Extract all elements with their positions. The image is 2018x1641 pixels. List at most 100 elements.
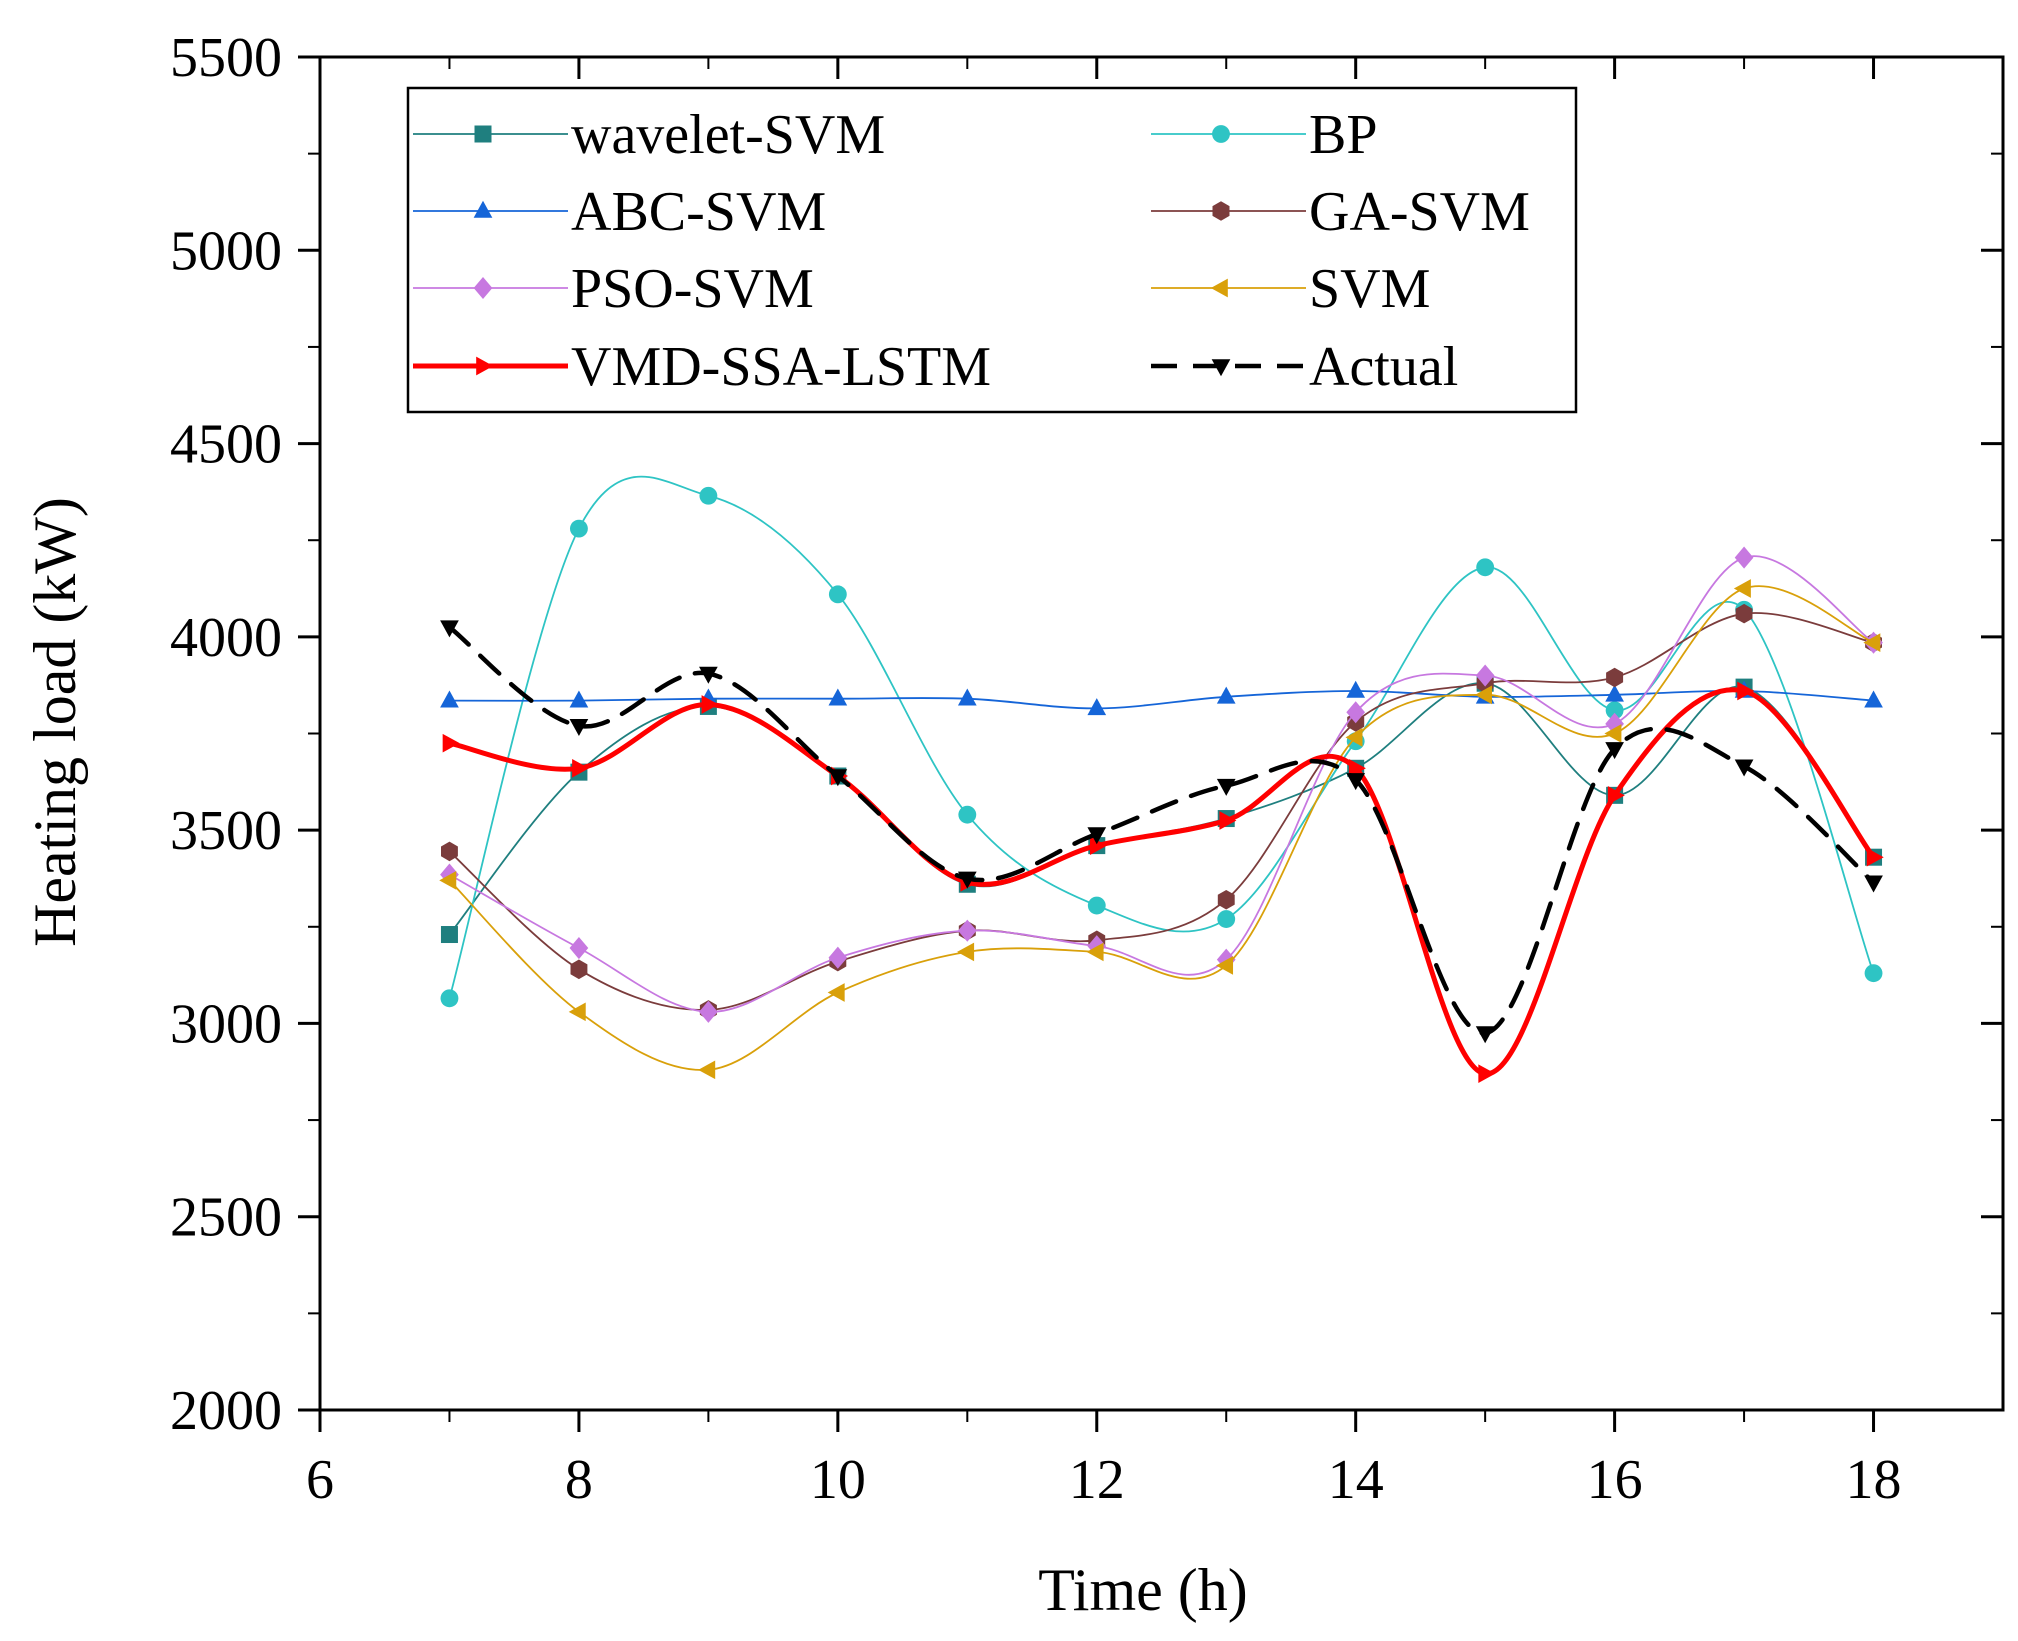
y-tick-label: 4000	[170, 607, 282, 669]
data-point-svm	[698, 1060, 716, 1080]
data-point-vmd-ssa-lstm	[442, 733, 460, 753]
legend-label-vmd-ssa-lstm: VMD-SSA-LSTM	[571, 336, 991, 398]
y-tick-label: 2000	[170, 1380, 282, 1442]
data-point-actual	[1216, 778, 1236, 796]
data-point-actual	[1346, 773, 1366, 791]
data-point-vmd-ssa-lstm	[1866, 847, 1884, 867]
data-point-svm	[827, 983, 845, 1002]
series-lines	[439, 475, 1884, 1084]
data-point-svm	[1604, 724, 1622, 743]
data-point-svm	[568, 1002, 586, 1022]
x-tick-label: 10	[810, 1449, 866, 1511]
data-point-pso-svm	[1475, 664, 1495, 687]
data-point-abc-svm	[1864, 690, 1883, 708]
data-point-svm	[439, 871, 457, 890]
data-point-abc-svm	[1216, 686, 1236, 704]
legend-marker-abc-svm	[473, 200, 493, 218]
data-point-pso-svm	[1734, 546, 1754, 569]
legend-marker-ga-svm	[1212, 201, 1230, 221]
series-line-bp	[448, 475, 1875, 1000]
data-point-abc-svm	[957, 688, 977, 706]
data-point-bp	[440, 989, 459, 1008]
y-tick-label: 5500	[170, 27, 282, 89]
data-point-actual	[569, 718, 589, 736]
legend-marker-actual	[1211, 359, 1231, 377]
series-line-pso-svm	[448, 555, 1875, 1013]
data-point-abc-svm	[569, 690, 589, 708]
data-point-ga-svm	[441, 841, 458, 862]
data-point-vmd-ssa-lstm	[1737, 681, 1755, 701]
legend-label-actual: Actual	[1309, 336, 1458, 398]
data-point-bp	[1864, 964, 1883, 983]
axes: 6 8 10 12 14 16 18 2000 2500 3000 3500 4000 4500 5000…	[170, 27, 2005, 1511]
series-line-ga-svm	[448, 612, 1875, 1011]
data-point-vmd-ssa-lstm	[1607, 786, 1625, 805]
data-point-actual	[828, 769, 848, 787]
legend-marker-vmd-ssa-lstm	[476, 356, 494, 376]
data-point-svm	[1216, 956, 1234, 975]
data-point-bp	[1476, 558, 1495, 577]
data-point-pso-svm	[828, 946, 848, 969]
y-tick-label: 4500	[170, 414, 282, 476]
series-line-abc-svm	[448, 689, 1875, 710]
legend-label-ga-svm: GA-SVM	[1309, 181, 1530, 243]
data-point-svm	[957, 942, 975, 962]
data-point-svm	[1733, 579, 1751, 598]
y-tick-label: 5000	[170, 220, 282, 282]
x-tick-label: 8	[565, 1449, 593, 1511]
data-point-actual	[1734, 759, 1754, 777]
data-point-svm	[1474, 685, 1492, 705]
data-point-abc-svm	[1605, 684, 1624, 702]
y-axis-label: Heating load (kW)	[22, 497, 88, 947]
series-svm	[439, 579, 1881, 1080]
data-point-pso-svm	[699, 1000, 718, 1023]
data-point-vmd-ssa-lstm	[701, 695, 719, 714]
data-point-pso-svm	[569, 936, 589, 960]
data-point-vmd-ssa-lstm	[1219, 811, 1237, 830]
data-point-actual	[440, 620, 459, 638]
data-point-actual	[957, 871, 977, 889]
data-point-vmd-ssa-lstm	[1348, 758, 1366, 778]
data-point-vmd-ssa-lstm	[1478, 1064, 1496, 1084]
y-tick-label: 2500	[170, 1187, 282, 1249]
series-vmd-ssa-lstm	[442, 681, 1884, 1084]
data-point-bp	[1605, 701, 1624, 720]
data-point-wavelet-svm	[440, 926, 458, 944]
y-tick-label: 3000	[170, 993, 282, 1055]
data-point-actual	[1475, 1026, 1495, 1044]
data-point-abc-svm	[1346, 680, 1366, 698]
data-point-ga-svm	[1217, 890, 1235, 910]
data-point-svm	[1345, 728, 1363, 747]
data-point-bp	[828, 585, 847, 604]
data-point-actual	[1087, 827, 1107, 845]
legend-label-abc-svm: ABC-SVM	[571, 181, 826, 243]
data-point-vmd-ssa-lstm	[1089, 836, 1107, 855]
legend-marker-svm	[1210, 278, 1228, 298]
data-point-bp	[699, 486, 718, 505]
data-point-bp	[1217, 910, 1236, 928]
data-point-actual	[1864, 875, 1883, 893]
data-point-svm	[1863, 633, 1881, 653]
data-point-actual	[1605, 742, 1624, 760]
x-axis-label: Time (h)	[1038, 1557, 1247, 1623]
series-pso-svm	[440, 546, 1883, 1023]
data-point-ga-svm	[570, 959, 588, 980]
data-point-bp	[958, 805, 977, 824]
legend-box	[406, 86, 1578, 414]
data-point-pso-svm	[957, 919, 977, 942]
series-line-svm	[448, 585, 1875, 1071]
data-point-ga-svm	[1606, 667, 1624, 688]
data-point-pso-svm	[1346, 701, 1366, 724]
series-actual	[440, 620, 1883, 1044]
legend-marker-wavelet-svm	[474, 125, 492, 143]
data-point-svm	[1086, 942, 1104, 962]
data-point-bp	[1087, 896, 1106, 915]
data-point-actual	[699, 666, 718, 684]
legend-label-wavelet-svm: wavelet-SVM	[571, 104, 885, 166]
series-abc-svm	[440, 680, 1883, 716]
data-point-ga-svm	[1735, 603, 1753, 624]
y-tick-label: 3500	[170, 800, 282, 862]
data-point-vmd-ssa-lstm	[572, 758, 590, 778]
data-point-abc-svm	[1087, 698, 1107, 716]
